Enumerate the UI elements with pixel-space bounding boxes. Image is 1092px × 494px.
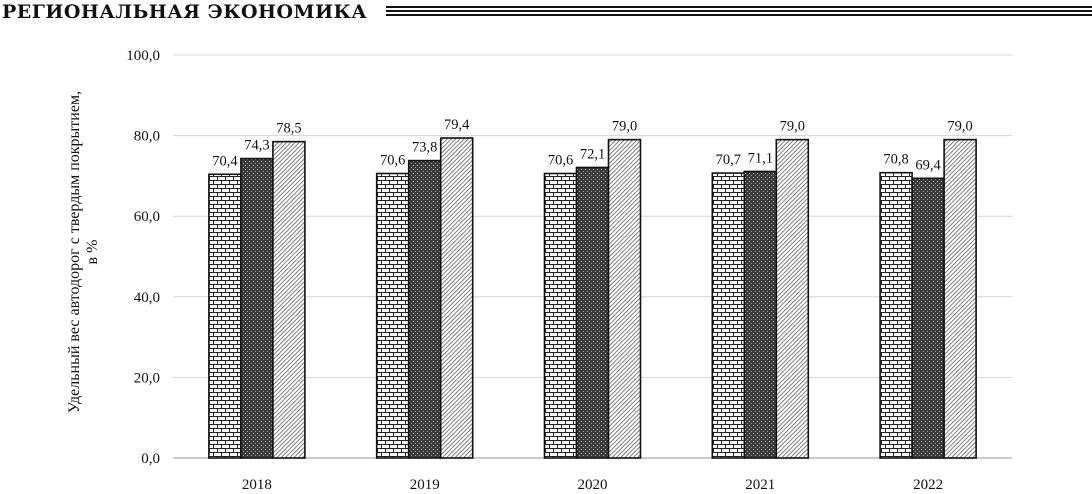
y-tick-label: 0,0 [141, 451, 160, 467]
data-label: 70,4 [212, 153, 238, 169]
bar [711, 172, 746, 459]
data-label: 69,4 [915, 157, 941, 173]
section-title: РЕГИОНАЛЬНАЯ ЭКОНОМИКА [2, 1, 368, 23]
x-tick-label: 2021 [745, 477, 775, 493]
bar [375, 172, 410, 459]
data-label: 79,0 [947, 119, 972, 135]
data-label: 70,8 [883, 152, 908, 168]
bar [439, 137, 474, 459]
data-label: 70,6 [548, 152, 573, 168]
header-rule-3 [386, 14, 1092, 16]
data-label: 70,6 [380, 152, 405, 168]
data-label: 79,0 [780, 119, 805, 135]
y-axis-title-line-2: в % [84, 240, 101, 265]
y-tick-label: 60,0 [134, 209, 160, 225]
data-label: 73,8 [412, 140, 437, 156]
bar [743, 170, 778, 459]
bar [607, 138, 642, 459]
header-rule-1 [386, 6, 1092, 8]
bar [575, 166, 610, 459]
x-tick-label: 2020 [578, 477, 608, 493]
y-tick-label: 20,0 [134, 370, 160, 386]
bar [543, 172, 578, 459]
bar [911, 177, 945, 459]
y-tick-label: 80,0 [134, 129, 160, 145]
y-tick-label: 100,0 [126, 48, 160, 64]
x-tick-label: 2018 [242, 477, 272, 493]
data-label: 79,0 [612, 119, 637, 135]
bar [407, 159, 442, 459]
bar [943, 138, 977, 459]
data-label: 72,1 [580, 146, 605, 162]
data-label: 71,1 [748, 150, 773, 166]
bar [879, 171, 913, 459]
bar [208, 173, 242, 459]
page-header: РЕГИОНАЛЬНАЯ ЭКОНОМИКА [0, 0, 1092, 24]
y-tick-label: 40,0 [134, 290, 160, 306]
data-label: 70,7 [716, 152, 741, 168]
x-tick-label: 2019 [410, 477, 440, 493]
data-label: 74,3 [244, 138, 269, 154]
bar [272, 140, 306, 459]
data-label: 78,5 [276, 121, 301, 137]
bar [240, 157, 274, 459]
y-axis-title-line-1: Удельный вес автодорог с твердым покрыти… [66, 91, 83, 413]
header-rule-2 [386, 10, 1092, 12]
x-tick-label: 2022 [913, 477, 943, 493]
data-label: 79,4 [444, 117, 470, 133]
bar [775, 138, 810, 459]
